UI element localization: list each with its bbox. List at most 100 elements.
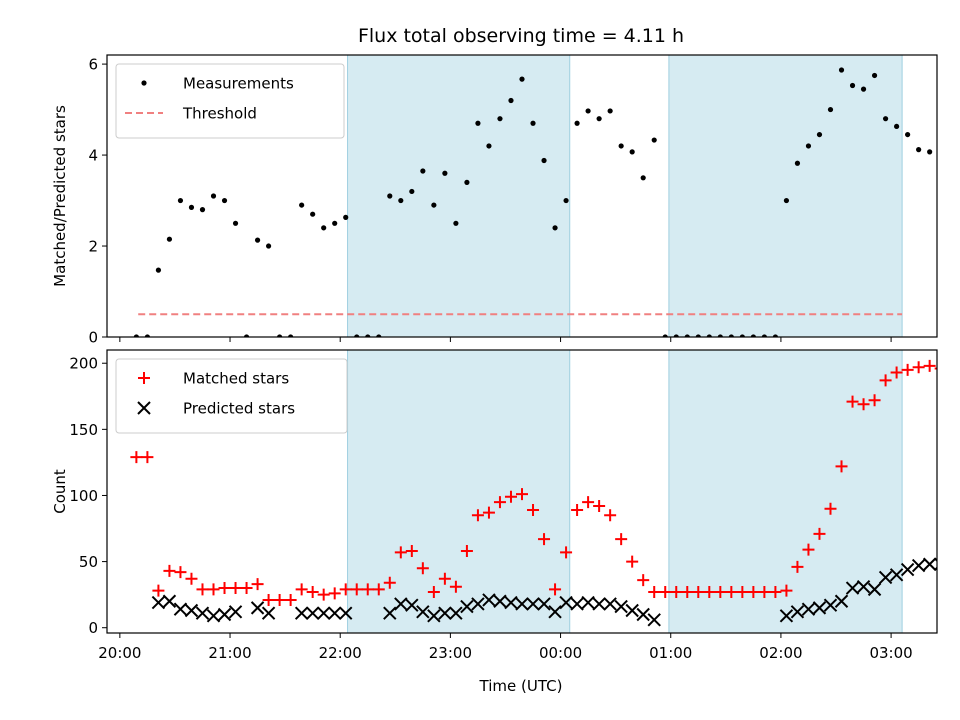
series-1-point <box>761 334 767 337</box>
series-2-point <box>493 594 507 608</box>
series-2-point <box>856 580 871 594</box>
series-1-point <box>574 120 580 126</box>
series-2-point <box>339 606 353 620</box>
axes-frame <box>106 349 938 634</box>
series-2-point <box>867 582 882 597</box>
series-1-point <box>471 509 484 522</box>
series-1-point <box>868 394 881 407</box>
series-1-point <box>857 398 870 411</box>
y-tick-label: 4 <box>88 147 98 165</box>
x-tick-label: 03:00 <box>869 644 912 662</box>
legend-swatch <box>137 401 151 415</box>
series-1-point <box>508 97 514 104</box>
series-1-point <box>882 116 889 122</box>
series-1-point <box>306 586 319 599</box>
series-1-point <box>288 334 294 337</box>
series-1-point <box>629 149 635 155</box>
series-2-point <box>173 602 188 616</box>
series-2-point <box>383 606 397 620</box>
series-1-point <box>585 108 591 114</box>
series-1-point <box>648 586 661 599</box>
y-axis-label: Count <box>51 469 69 514</box>
series-1-point <box>670 586 683 599</box>
series-1-point <box>240 582 253 595</box>
series-2-point <box>449 606 463 620</box>
series-1-point <box>497 116 503 122</box>
series-1-point <box>141 451 154 464</box>
legend-label: Predicted stars <box>183 400 295 418</box>
series-2-point <box>206 609 221 623</box>
series-1-point <box>750 334 756 337</box>
y-tick-label: 0 <box>88 619 98 637</box>
series-2-point <box>845 581 860 595</box>
series-1-point <box>912 361 925 374</box>
series-1-point <box>295 583 308 596</box>
series-1-point <box>350 583 363 596</box>
series-1-point <box>317 588 330 601</box>
series-1-point <box>593 500 606 513</box>
series-1-point <box>890 366 903 379</box>
series-2-point <box>636 607 650 622</box>
series-1-point <box>475 120 481 126</box>
series-1-point <box>637 574 650 587</box>
y-axis-label: Matched/Predicted stars <box>51 105 69 287</box>
series-1-point <box>596 116 602 122</box>
series-1-point <box>879 374 892 387</box>
series-1-point <box>420 168 426 174</box>
series-1-point <box>232 220 239 226</box>
series-2-point <box>625 603 639 618</box>
series-2-point <box>834 594 849 608</box>
series-1-point <box>780 584 793 597</box>
series-1-point <box>538 533 551 546</box>
series-2-point <box>548 605 562 619</box>
y-tick-label: 100 <box>69 487 98 505</box>
series-2-point <box>537 597 551 611</box>
series-1-point <box>703 586 716 599</box>
series-1-point <box>196 583 209 596</box>
series-1-point <box>460 545 473 558</box>
series-1-point <box>615 533 628 546</box>
series-2-point <box>416 605 430 619</box>
series-1-point <box>387 193 393 199</box>
series-1-point <box>681 586 694 599</box>
series-2-point <box>812 601 827 615</box>
axes-frame <box>106 54 938 338</box>
series-1-point <box>560 546 573 559</box>
series-1-point <box>824 502 837 515</box>
series-1-point <box>802 543 815 556</box>
series-1-point <box>221 197 228 204</box>
series-1-point <box>927 149 933 155</box>
series-1-point <box>504 490 517 503</box>
series-1-point <box>805 143 812 149</box>
y-tick-label: 0 <box>88 329 98 347</box>
series-1-point <box>860 86 867 92</box>
series-2-point <box>790 605 805 619</box>
series-2-point <box>460 599 474 614</box>
series-1-point <box>310 211 316 217</box>
series-1-point <box>739 334 745 337</box>
series-2-point <box>878 570 893 585</box>
legend-box <box>115 63 345 139</box>
series-1-point <box>871 72 878 79</box>
y-tick-label: 200 <box>69 355 98 373</box>
legend-label: Threshold <box>182 105 257 123</box>
series-2-point <box>327 606 342 620</box>
series-1-point <box>144 334 150 337</box>
series-1-point <box>482 506 495 519</box>
series-2-point <box>647 613 661 627</box>
series-1-point <box>794 160 801 166</box>
series-1-point <box>243 334 250 337</box>
series-2-point <box>162 594 177 608</box>
series-1-point <box>133 334 139 337</box>
x-tick-label: 23:00 <box>429 644 472 662</box>
series-1-point <box>923 359 936 372</box>
series-1-point <box>549 583 562 596</box>
series-1-point <box>185 572 198 585</box>
series-1-point <box>519 76 525 82</box>
series-1-point <box>254 237 261 243</box>
series-2-point <box>614 599 628 614</box>
series-1-point <box>394 546 407 559</box>
series-1-point <box>163 564 176 577</box>
series-1-point <box>376 334 382 337</box>
